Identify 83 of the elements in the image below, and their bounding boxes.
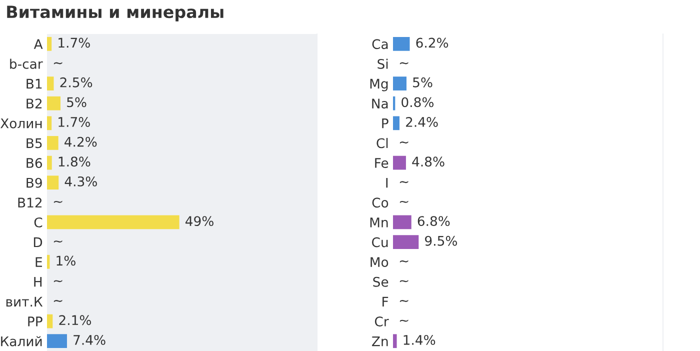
y-tick-label: P <box>382 118 388 128</box>
text: ~ <box>54 280 62 282</box>
text: ~ <box>400 62 408 64</box>
y-tick-label: Холин <box>0 118 42 128</box>
bar <box>47 116 52 130</box>
data-label: 4.3% <box>64 176 97 186</box>
text: ~ <box>400 200 408 204</box>
data-label: 5% <box>413 77 432 88</box>
text: ~ <box>400 180 408 184</box>
data-label: 6.2% <box>416 38 448 48</box>
y-tick-label: Cu <box>372 237 388 248</box>
data-label: 4.2% <box>64 136 97 147</box>
y-tick-label: b-car <box>10 58 43 69</box>
y-tick-label: Na <box>372 98 388 109</box>
data-label: 1.7% <box>58 117 90 127</box>
text: ~ <box>54 240 62 243</box>
data-label: 1.8% <box>58 156 90 167</box>
y-tick-label: E <box>36 257 42 267</box>
y-tick-label: B12 <box>18 198 42 208</box>
y-tick-label: B2 <box>26 98 42 108</box>
y-tick-label: Zn <box>372 336 388 346</box>
y-tick-label: B6 <box>26 158 42 168</box>
text: ~ <box>54 62 62 64</box>
y-tick-label: Mo <box>370 257 388 268</box>
y-tick-label: вит.К <box>6 296 43 306</box>
y-tick-label: PP <box>28 316 42 326</box>
bar <box>47 215 180 230</box>
y-tick-label: B1 <box>26 78 42 89</box>
bar <box>47 254 50 269</box>
text: ~ <box>400 141 408 144</box>
bar <box>47 36 52 51</box>
bar <box>393 36 410 51</box>
text: ~ <box>400 300 408 302</box>
bar <box>393 116 400 130</box>
y-tick-label: B5 <box>26 138 42 148</box>
bar <box>47 334 67 348</box>
y-tick-label: H <box>34 277 42 287</box>
y-tick-label: Si <box>378 58 388 69</box>
data-label: 9.5% <box>425 236 457 246</box>
y-tick-label: Se <box>373 276 388 287</box>
text: ~ <box>54 200 62 204</box>
y-tick-label: A <box>34 39 43 49</box>
bar <box>47 76 54 90</box>
data-label: 1.4% <box>404 334 436 345</box>
data-label: 5% <box>67 97 86 108</box>
y-tick-label: B9 <box>26 178 42 188</box>
bar <box>393 235 419 249</box>
data-label: 2.4% <box>406 117 438 127</box>
y-tick-label: Cr <box>374 316 389 326</box>
data-label: 1.7% <box>58 38 90 48</box>
y-tick-label: F <box>382 296 388 306</box>
text: ~ <box>400 320 408 322</box>
chart-title: Витамины и минералы <box>7 6 224 22</box>
bar <box>47 156 52 170</box>
bar <box>47 96 60 110</box>
data-label: 2.1% <box>59 315 92 326</box>
data-label: 2.5% <box>60 77 92 88</box>
y-tick-label: Ca <box>372 39 388 50</box>
data-label: 49% <box>186 216 214 226</box>
text: ~ <box>400 280 408 282</box>
y-tick-label: Fe <box>375 158 388 168</box>
bar <box>47 314 53 328</box>
y-tick-label: Co <box>372 198 388 208</box>
text: ~ <box>400 260 408 262</box>
bar <box>393 76 406 90</box>
bar <box>393 215 412 230</box>
data-label: 4.8% <box>412 156 444 167</box>
bar <box>47 136 58 150</box>
data-label: 1% <box>56 256 76 266</box>
data-label: 0.8% <box>402 97 434 108</box>
y-tick-label: C <box>34 217 42 228</box>
y-tick-label: Cl <box>376 138 388 148</box>
bar <box>393 334 397 348</box>
y-tick-label: Калий <box>1 336 42 346</box>
y-tick-label: Mg <box>370 78 388 92</box>
y-tick-label: Mn <box>370 218 388 228</box>
bar <box>393 156 406 170</box>
y-tick-label: I <box>386 178 388 188</box>
data-label: 7.4% <box>74 334 106 345</box>
data-label: 6.8% <box>418 216 450 226</box>
y-tick-label: D <box>34 237 42 248</box>
bar <box>47 176 59 190</box>
text: ~ <box>54 300 62 302</box>
